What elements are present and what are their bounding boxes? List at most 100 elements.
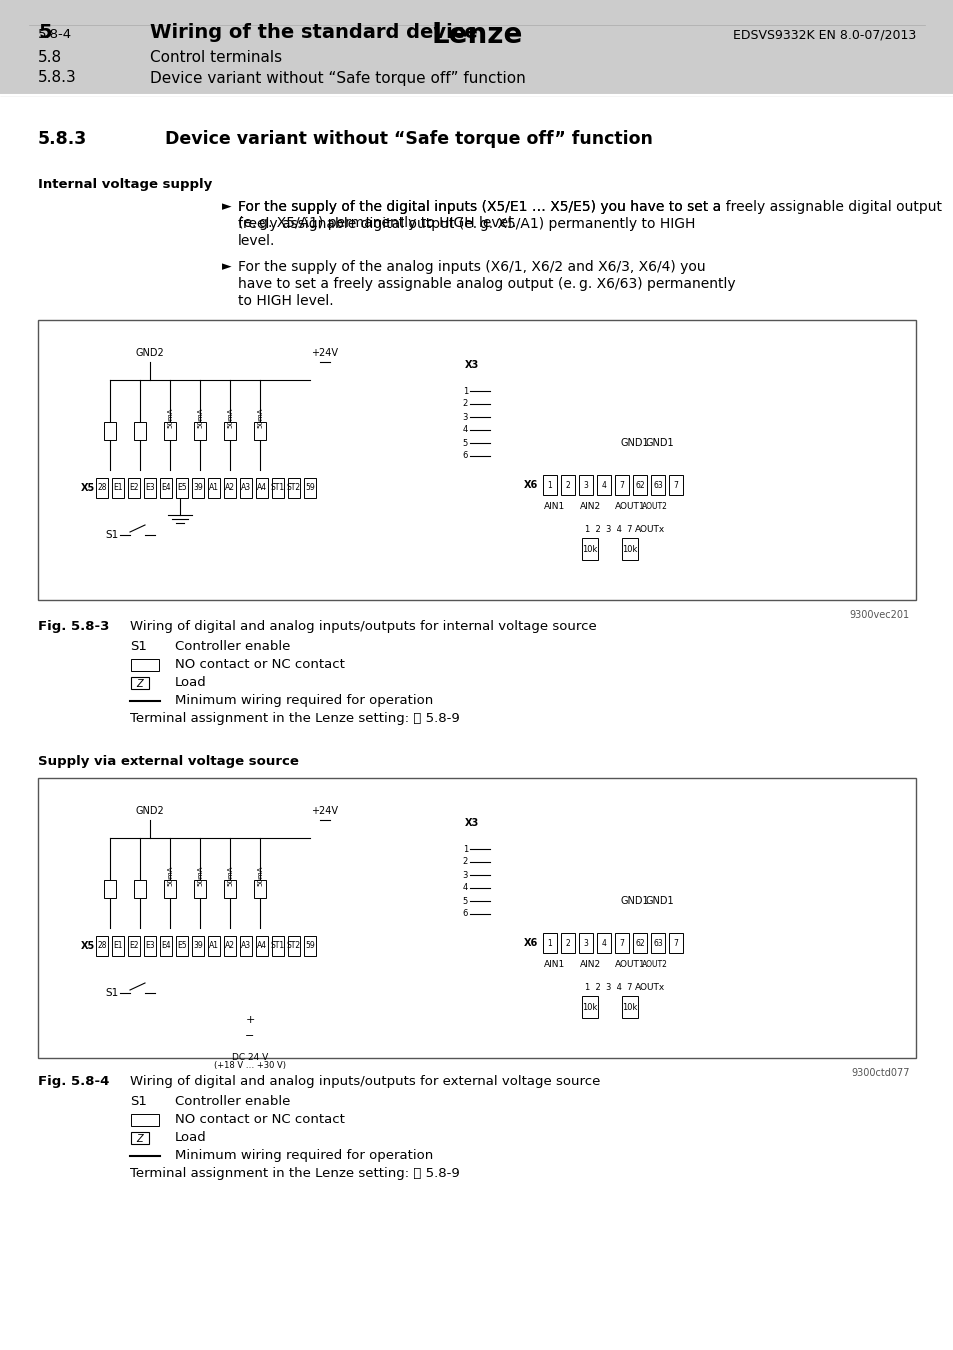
Text: Control terminals: Control terminals <box>150 50 282 66</box>
Text: 2: 2 <box>462 857 468 867</box>
Bar <box>38 778 915 1058</box>
Bar <box>255 478 268 498</box>
Text: 63: 63 <box>653 938 662 948</box>
Polygon shape <box>143 819 157 832</box>
Text: A2: A2 <box>225 483 234 493</box>
Bar <box>578 933 593 953</box>
Text: 39: 39 <box>193 483 203 493</box>
Bar <box>96 936 108 956</box>
Text: 50mA: 50mA <box>227 865 233 886</box>
Bar <box>288 936 299 956</box>
Text: Load: Load <box>174 1131 207 1143</box>
Text: 3: 3 <box>462 871 468 879</box>
Text: 5: 5 <box>38 23 51 42</box>
Bar <box>175 478 188 498</box>
Text: For the supply of the digital inputs (X5/E1 … X5/E5) you have to set a: For the supply of the digital inputs (X5… <box>237 200 720 215</box>
Text: 7: 7 <box>673 481 678 490</box>
Text: 1  2  3  4  7: 1 2 3 4 7 <box>584 525 632 535</box>
Bar <box>272 936 284 956</box>
Text: 3: 3 <box>462 413 468 421</box>
Text: AOUTx: AOUTx <box>634 983 664 992</box>
Text: Wiring of digital and analog inputs/outputs for internal voltage source: Wiring of digital and analog inputs/outp… <box>130 620 597 633</box>
Text: E3: E3 <box>145 483 154 493</box>
Text: 6: 6 <box>462 910 468 918</box>
Text: For the supply of the analog inputs (X6/1, X6/2 and X6/3, X6/4) you: For the supply of the analog inputs (X6/… <box>237 261 705 274</box>
Bar <box>192 478 204 498</box>
Bar <box>224 423 235 440</box>
Text: 50mA: 50mA <box>227 408 233 428</box>
Text: 7: 7 <box>673 938 678 948</box>
Text: 59: 59 <box>305 483 314 493</box>
Text: 62: 62 <box>635 481 644 490</box>
Bar <box>597 933 610 953</box>
Text: 5.8.3: 5.8.3 <box>38 70 76 85</box>
Text: 9300vec201: 9300vec201 <box>849 610 909 620</box>
Text: +: + <box>245 1015 254 1025</box>
Text: 50mA: 50mA <box>196 865 203 886</box>
Bar <box>288 478 299 498</box>
Text: S1: S1 <box>105 988 118 998</box>
Bar <box>615 475 628 495</box>
Bar <box>615 933 628 953</box>
Text: Controller enable: Controller enable <box>174 1095 290 1108</box>
Text: 2: 2 <box>565 481 570 490</box>
Text: Device variant without “Safe torque off” function: Device variant without “Safe torque off”… <box>150 70 525 85</box>
Text: ST1: ST1 <box>271 941 285 950</box>
Text: 2: 2 <box>565 938 570 948</box>
Text: 63: 63 <box>653 481 662 490</box>
Text: 5.8: 5.8 <box>38 50 62 66</box>
Text: X6: X6 <box>523 938 537 948</box>
Bar <box>668 475 682 495</box>
Text: S1: S1 <box>130 1095 147 1108</box>
Text: 5: 5 <box>462 896 468 906</box>
Text: ST2: ST2 <box>287 941 301 950</box>
Text: 3: 3 <box>583 481 588 490</box>
Bar <box>304 478 315 498</box>
Text: A3: A3 <box>241 483 251 493</box>
Text: X5: X5 <box>81 483 95 493</box>
Text: Terminal assignment in the Lenze setting: ⬜ 5.8-9: Terminal assignment in the Lenze setting… <box>130 711 459 725</box>
Bar <box>542 475 557 495</box>
Bar <box>131 1114 159 1126</box>
Text: AOUT1: AOUT1 <box>614 502 644 512</box>
Text: level.: level. <box>237 234 275 248</box>
Text: 4: 4 <box>462 883 468 892</box>
Text: 4: 4 <box>462 425 468 435</box>
Text: 9300ctd077: 9300ctd077 <box>851 1068 909 1079</box>
Bar <box>175 936 188 956</box>
Text: 50mA: 50mA <box>167 865 172 886</box>
Text: A1: A1 <box>209 941 219 950</box>
Bar <box>224 478 235 498</box>
Text: NO contact or NC contact: NO contact or NC contact <box>174 657 345 671</box>
Bar <box>104 423 116 440</box>
Text: 4: 4 <box>601 938 606 948</box>
Text: 28: 28 <box>97 941 107 950</box>
Bar <box>650 475 664 495</box>
Text: 4: 4 <box>601 481 606 490</box>
Text: 7: 7 <box>618 938 624 948</box>
Bar <box>633 933 646 953</box>
Text: 1  2  3  4  7: 1 2 3 4 7 <box>584 983 632 992</box>
Bar <box>272 478 284 498</box>
Text: 6: 6 <box>462 451 468 460</box>
Text: 10k: 10k <box>581 1003 598 1011</box>
Bar <box>253 423 266 440</box>
Text: E2: E2 <box>129 941 138 950</box>
Text: Fig. 5.8-4: Fig. 5.8-4 <box>38 1075 110 1088</box>
Text: Supply via external voltage source: Supply via external voltage source <box>38 755 298 768</box>
Text: freely assignable digital output (e. g. X5/A1) permanently to HIGH: freely assignable digital output (e. g. … <box>237 217 695 231</box>
Bar <box>131 659 159 671</box>
Text: Device variant without “Safe torque off” function: Device variant without “Safe torque off”… <box>165 130 652 148</box>
Text: 39: 39 <box>193 941 203 950</box>
Text: GND1: GND1 <box>645 896 674 906</box>
Bar <box>597 475 610 495</box>
Text: Wiring of digital and analog inputs/outputs for external voltage source: Wiring of digital and analog inputs/outp… <box>130 1075 599 1088</box>
Text: 10k: 10k <box>621 544 637 554</box>
Text: E5: E5 <box>177 941 187 950</box>
Bar <box>255 936 268 956</box>
Bar <box>240 936 252 956</box>
Text: EDSVS9332K EN 8.0-07/2013: EDSVS9332K EN 8.0-07/2013 <box>732 28 915 42</box>
Text: 5.8-4: 5.8-4 <box>38 28 72 42</box>
Text: 10k: 10k <box>621 1003 637 1011</box>
Bar <box>112 478 124 498</box>
